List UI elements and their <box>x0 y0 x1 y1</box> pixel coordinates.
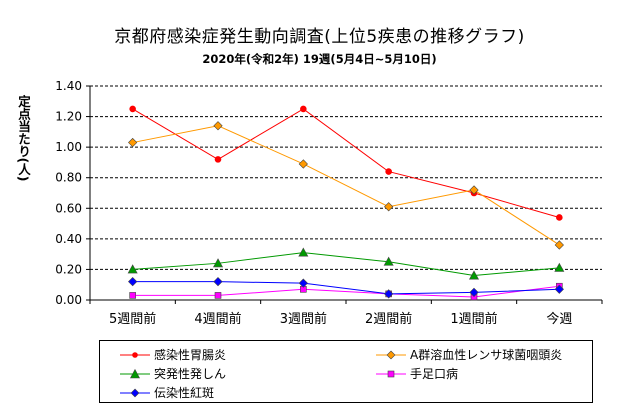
data-point <box>554 284 564 294</box>
data-point <box>128 137 138 148</box>
x-tick-label: 1週間前 <box>450 311 497 327</box>
data-point <box>468 270 480 280</box>
data-point <box>214 292 222 299</box>
series-line-4 <box>132 285 560 298</box>
data-point <box>383 256 394 266</box>
x-tick-label: 2週間前 <box>365 311 412 327</box>
data-point <box>214 156 222 163</box>
data-point <box>385 168 392 175</box>
y-tick-label: 0.20 <box>55 262 82 276</box>
data-point <box>556 214 563 221</box>
legend-swatch <box>376 350 406 359</box>
data-point <box>212 258 224 268</box>
data-point <box>384 202 394 212</box>
data-point <box>127 264 138 274</box>
legend-swatch <box>120 368 150 378</box>
series-line-5 <box>132 281 560 295</box>
line-chart: 0.00 0.20 0.40 0.60 0.80 1.00 1.20 1.40 5週間前 4週間前… <box>55 79 603 327</box>
data-point <box>469 185 479 195</box>
y-tick-label: 1.00 <box>55 140 82 154</box>
legend-label: A群溶血性レンサ球菌咽頭炎 <box>410 348 563 362</box>
legend-item: 手足口病 <box>376 365 458 382</box>
y-tick-label: 0.00 <box>55 293 82 307</box>
data-point <box>213 277 223 287</box>
legend-label: 感染性胃腸炎 <box>154 348 227 362</box>
data-point <box>128 277 138 287</box>
data-point <box>384 289 394 299</box>
data-point <box>129 292 136 299</box>
data-point <box>298 159 308 169</box>
data-point <box>298 278 308 288</box>
y-tick-label: 0.80 <box>55 171 82 185</box>
legend-item: 感染性胃腸炎 <box>120 346 226 363</box>
chart-title: 京都府感染症発生動向調査(上位5疾患の推移グラフ) <box>114 27 525 47</box>
legend-label: 伝染性紅斑 <box>154 386 215 400</box>
legend-item: 突発性発しん <box>120 365 226 382</box>
legend-item: 伝染性紅斑 <box>120 384 214 401</box>
chart-subtitle: 2020年(令和2年) 19週(5月4日~5月10日) <box>202 52 437 66</box>
data-point <box>300 105 307 113</box>
data-point <box>213 121 223 131</box>
x-tick-label: 3週間前 <box>280 311 327 327</box>
y-tick-label: 1.20 <box>55 110 82 124</box>
y-tick-label: 0.40 <box>55 232 82 246</box>
data-point <box>298 247 309 257</box>
data-point <box>554 262 565 272</box>
data-point <box>469 287 479 297</box>
data-point <box>554 240 564 250</box>
legend-swatch <box>376 370 406 377</box>
y-axis-label: 定点当たり(人) <box>16 95 31 182</box>
legend: 感染性胃腸炎 A群溶血性レンサ球菌咽頭炎突発性発しん 手足口病伝染性紅斑 <box>99 340 593 403</box>
legend-swatch <box>120 351 150 358</box>
series-line-3 <box>132 252 560 277</box>
legend-label: 突発性発しん <box>154 367 227 381</box>
y-tick-label: 0.60 <box>55 201 82 215</box>
legend-item: A群溶血性レンサ球菌咽頭炎 <box>376 346 562 363</box>
x-tick-label: 5週間前 <box>109 311 156 327</box>
data-point <box>129 105 136 113</box>
legend-label: 手足口病 <box>410 367 459 381</box>
x-tick-label: 今週 <box>546 311 572 327</box>
series-line-2 <box>132 125 560 246</box>
y-tick-label: 1.40 <box>55 79 82 93</box>
legend-swatch <box>120 388 150 397</box>
x-tick-label: 4週間前 <box>194 311 241 327</box>
series-line-1 <box>132 108 560 218</box>
